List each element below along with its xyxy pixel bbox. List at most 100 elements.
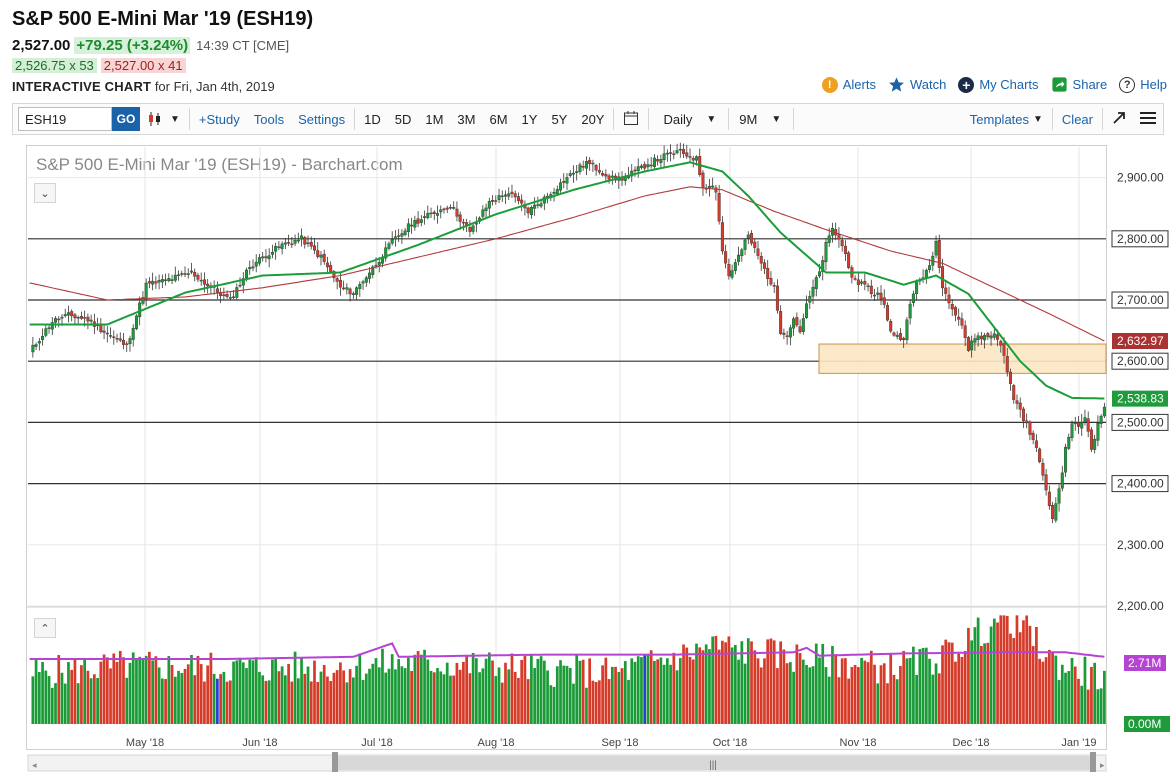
volume-bar xyxy=(918,648,922,724)
candle-body xyxy=(335,278,339,282)
candle-body xyxy=(1002,343,1006,356)
range-6m[interactable]: 6M xyxy=(489,111,508,127)
volume-bar xyxy=(850,666,854,724)
chevron-down-icon: ▼ xyxy=(771,113,782,125)
range-20y[interactable]: 20Y xyxy=(581,111,605,127)
candle-body xyxy=(484,207,488,211)
toolbar-divider xyxy=(1051,108,1053,130)
candle-body xyxy=(319,254,323,258)
candle-body xyxy=(743,239,747,250)
candle-body xyxy=(934,240,938,256)
candle-body xyxy=(1067,436,1071,449)
candle-body xyxy=(775,285,779,311)
candle-body xyxy=(941,266,945,289)
volume-bar xyxy=(682,644,685,724)
chevron-down-icon: ⌄ xyxy=(40,187,50,200)
volume-bar xyxy=(500,682,504,724)
period-dropdown[interactable]: 9M ▼ xyxy=(731,112,791,127)
volume-bar xyxy=(1070,657,1074,724)
period-label: 9M xyxy=(739,111,758,127)
add-study-button[interactable]: +Study xyxy=(198,111,240,127)
range-1d[interactable]: 1D xyxy=(364,111,381,127)
volume-bar xyxy=(235,660,239,724)
volume-bar xyxy=(351,677,355,724)
volume-bar xyxy=(407,657,410,724)
tools-button[interactable]: Tools xyxy=(253,111,285,127)
volume-bar xyxy=(196,655,200,724)
candle-body xyxy=(892,332,896,336)
candle-body xyxy=(601,173,605,176)
candle-body xyxy=(979,335,983,340)
range-1m[interactable]: 1M xyxy=(425,111,444,127)
candle-body xyxy=(371,266,375,275)
date-picker-button[interactable] xyxy=(616,110,646,129)
watch-link[interactable]: Watch xyxy=(888,76,946,93)
volume-bar xyxy=(517,677,520,724)
volume-bar xyxy=(248,659,252,724)
hamburger-menu-icon xyxy=(1140,111,1156,124)
volume-bar xyxy=(135,658,138,724)
candle-body xyxy=(361,281,365,284)
volume-bar xyxy=(1038,658,1041,724)
candle-body xyxy=(604,173,608,177)
settings-button[interactable]: Settings xyxy=(298,111,346,127)
volume-zero-bg xyxy=(1124,716,1170,732)
price-panel-collapse-button[interactable]: ⌄ xyxy=(34,183,56,203)
volume-bar xyxy=(575,655,579,724)
range-3m[interactable]: 3M xyxy=(457,111,476,127)
volume-bar xyxy=(484,658,488,724)
candle-body xyxy=(60,316,64,319)
candle-body xyxy=(34,344,38,347)
candle-body xyxy=(186,273,190,275)
page-title: S&P 500 E-Mini Mar '19 (ESH19) xyxy=(12,8,314,30)
volume-bar xyxy=(1018,632,1022,724)
candle-body xyxy=(983,335,987,341)
volume-bar xyxy=(756,658,760,724)
volume-bar xyxy=(1067,671,1071,724)
candle-body xyxy=(296,239,300,242)
share-link[interactable]: Share xyxy=(1051,76,1107,93)
volume-bar xyxy=(497,667,501,724)
volume-panel-collapse-button[interactable]: ⌃ xyxy=(34,618,56,638)
candle-body xyxy=(254,261,258,267)
help-link[interactable]: ? Help xyxy=(1119,76,1167,93)
candle-body xyxy=(856,279,860,285)
range-1y[interactable]: 1Y xyxy=(521,111,538,127)
chart-type-dropdown[interactable]: ▼ xyxy=(140,111,187,127)
go-button[interactable]: GO xyxy=(112,107,140,131)
candle-body xyxy=(487,200,491,209)
candle-body xyxy=(89,319,93,322)
volume-bar xyxy=(721,640,724,724)
interval-dropdown[interactable]: Daily ▼ xyxy=(651,112,726,127)
range-5d[interactable]: 5D xyxy=(394,111,412,127)
candle-body xyxy=(474,222,478,225)
volume-bar xyxy=(54,683,57,724)
menu-button[interactable] xyxy=(1133,111,1163,128)
volume-bar xyxy=(41,662,44,724)
my-charts-link[interactable]: + My Charts xyxy=(958,76,1039,93)
range-5y[interactable]: 5Y xyxy=(551,111,568,127)
volume-bar xyxy=(429,670,433,724)
volume-bar xyxy=(924,647,928,724)
expand-arrow-icon xyxy=(1113,111,1125,124)
volume-bar xyxy=(960,656,964,724)
volume-bar xyxy=(287,663,290,724)
templates-dropdown[interactable]: Templates ▼ xyxy=(963,112,1050,127)
candle-body xyxy=(232,296,236,298)
ma-short-line xyxy=(29,161,1105,400)
candle-body xyxy=(170,279,174,281)
volume-bar xyxy=(649,650,653,724)
candle-body xyxy=(235,287,239,298)
expand-button[interactable] xyxy=(1105,111,1133,128)
candle-body xyxy=(390,239,394,244)
alerts-link[interactable]: ! Alerts xyxy=(821,76,876,93)
symbol-input[interactable] xyxy=(18,107,112,131)
volume-bar xyxy=(1012,637,1016,724)
volume-bar xyxy=(957,653,961,724)
price-row: 2,527.00 +79.25 (+3.24%) 14:39 CT [CME] xyxy=(12,37,289,54)
candle-body xyxy=(788,327,792,338)
clear-button[interactable]: Clear xyxy=(1061,111,1093,127)
volume-bar xyxy=(665,658,669,724)
volume-bar xyxy=(928,658,931,724)
